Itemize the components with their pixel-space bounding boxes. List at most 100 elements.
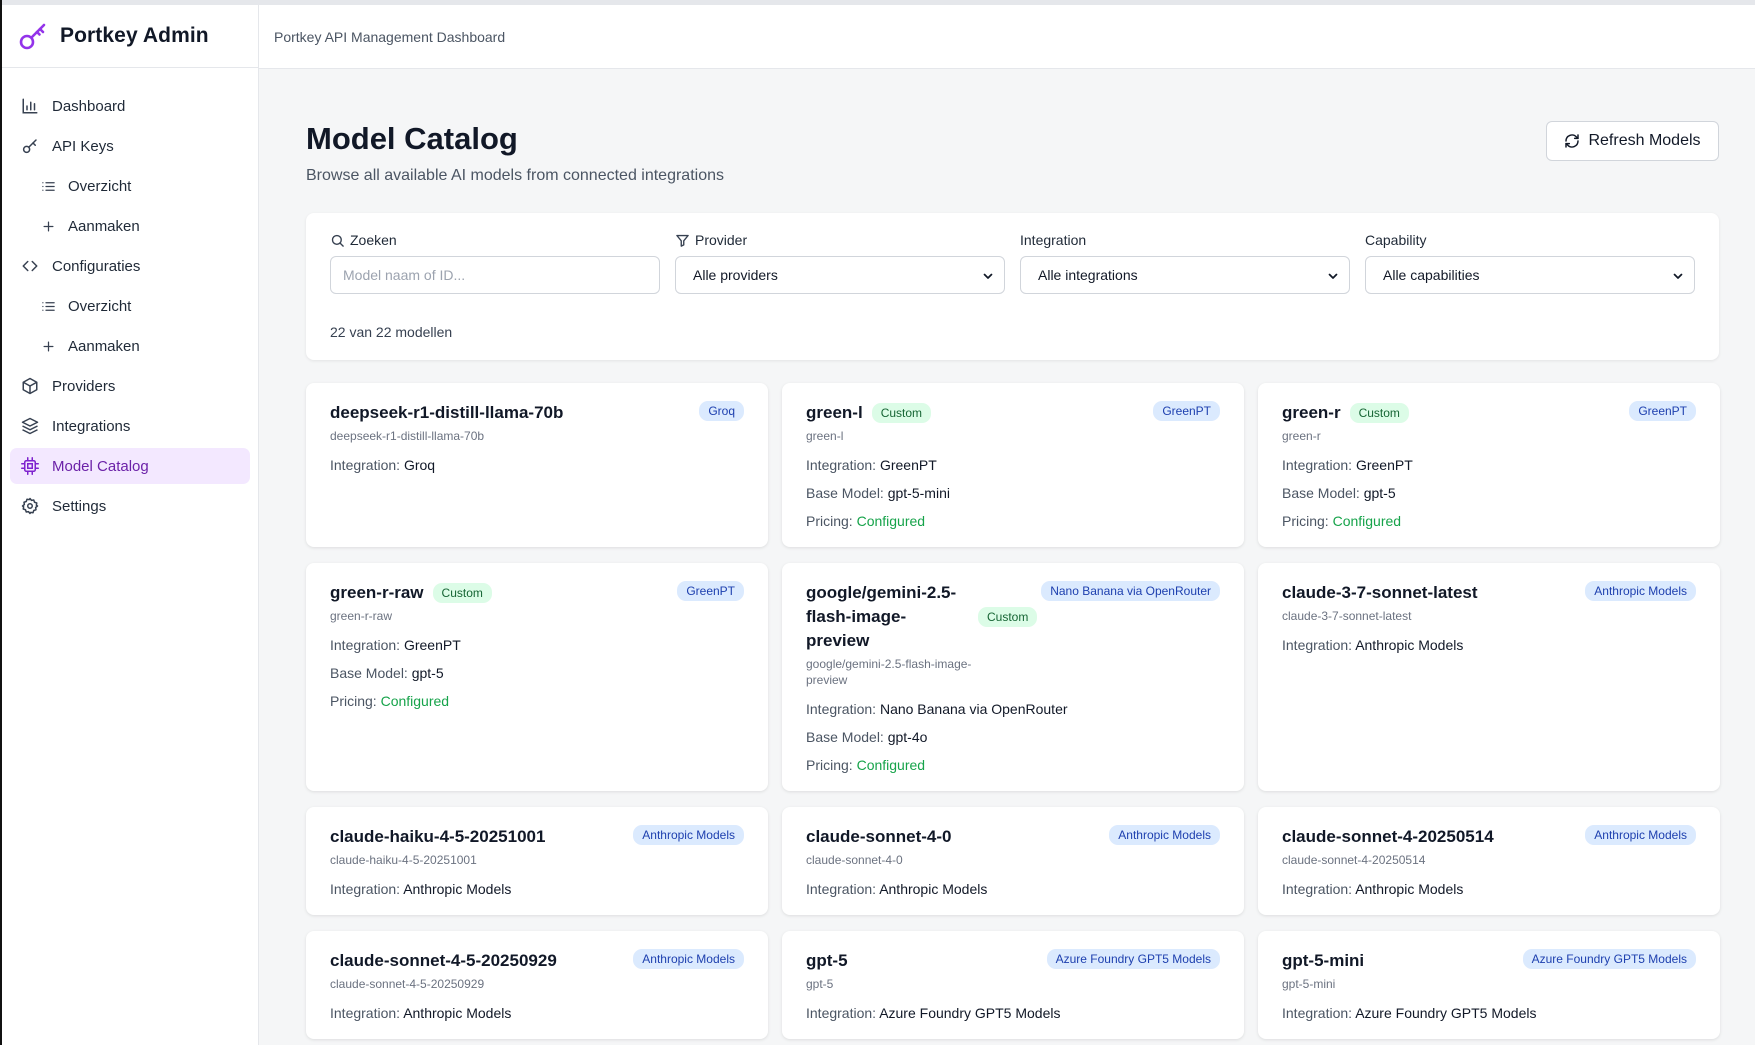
pricing-value: Configured (856, 513, 926, 529)
integration-key: Integration: (806, 457, 877, 473)
model-id: gpt-5 (806, 977, 834, 991)
integration-line: Integration: Anthropic Models (1282, 881, 1463, 897)
integration-value: Anthropic Models (879, 881, 988, 897)
provider-badge: Anthropic Models (1585, 825, 1696, 845)
pricing-line: Pricing: Configured (1282, 513, 1401, 529)
brand[interactable]: Portkey Admin (2, 5, 258, 68)
model-card[interactable]: google/gemini-2.5-flash-image-preview Cus… (782, 563, 1244, 791)
key-logo-icon (19, 23, 46, 50)
sidebar-item-label: Settings (52, 497, 107, 515)
box-icon (20, 376, 40, 396)
integration-key: Integration: (1282, 881, 1353, 897)
model-card[interactable]: claude-sonnet-4-5-20250929 Anthropic Mod… (306, 931, 768, 1039)
integration-value: Azure Foundry GPT5 Models (879, 1005, 1061, 1021)
sidebar-item-label: Configuraties (52, 257, 141, 275)
integration-key: Integration: (330, 881, 401, 897)
sidebar-item-providers[interactable]: Providers (10, 368, 250, 404)
base-model-line: Base Model: gpt-5 (1282, 485, 1396, 501)
model-name: claude-sonnet-4-0 (806, 827, 952, 846)
sidebar-item-configuraties-overzicht[interactable]: Overzicht (10, 288, 250, 324)
model-name: claude-sonnet-4-5-20250929 (330, 951, 557, 970)
sidebar-item-label: Integrations (52, 417, 131, 435)
base-model-value: gpt-5 (1363, 485, 1396, 501)
sidebar-item-settings[interactable]: Settings (10, 488, 250, 524)
provider-badge: Anthropic Models (633, 949, 744, 969)
model-name: claude-haiku-4-5-20251001 (330, 827, 546, 846)
window-edge (0, 0, 2, 1045)
refresh-icon (1565, 134, 1580, 148)
search-input[interactable] (343, 267, 659, 283)
integration-line: Integration: Groq (330, 457, 435, 473)
sidebar: Portkey Admin Dashboard API Keys Overzic… (2, 5, 259, 1045)
integration-value: Anthropic Models (403, 1005, 512, 1021)
model-id: google/gemini-2.5-flash-image-preview (806, 657, 972, 687)
page-description: Browse all available AI models from conn… (306, 167, 724, 184)
integration-line: Integration: Nano Banana via OpenRouter (806, 701, 1068, 717)
base-model-key: Base Model: (330, 665, 408, 681)
model-name: google/gemini-2.5-flash-image-preview (806, 583, 957, 650)
sidebar-item-api-keys-aanmaken[interactable]: Aanmaken (10, 208, 250, 244)
model-card[interactable]: gpt-5 Azure Foundry GPT5 Models gpt-5 In… (782, 931, 1244, 1039)
refresh-models-button[interactable]: Refresh Models (1546, 121, 1719, 161)
sidebar-item-api-keys[interactable]: API Keys (10, 128, 250, 164)
integration-key: Integration: (1282, 457, 1353, 473)
top-border (0, 0, 1755, 5)
capability-label-text: Capability (1365, 232, 1427, 248)
provider-select[interactable]: Alle providers (675, 256, 1005, 294)
integration-select[interactable]: Alle integrations (1020, 256, 1350, 294)
model-id: deepseek-r1-distill-llama-70b (330, 429, 485, 443)
model-card[interactable]: green-r Custom GreenPT green-r Integratio… (1258, 383, 1720, 547)
custom-badge: Custom (871, 403, 932, 423)
sidebar-item-configuraties-aanmaken[interactable]: Aanmaken (10, 328, 250, 364)
model-id: claude-sonnet-4-20250514 (1282, 853, 1426, 867)
model-card[interactable]: green-r-raw Custom GreenPT green-r-raw In… (306, 563, 768, 791)
pricing-key: Pricing: (1282, 513, 1329, 529)
sidebar-item-api-keys-overzicht[interactable]: Overzicht (10, 168, 250, 204)
integration-line: Integration: Anthropic Models (330, 881, 511, 897)
custom-badge: Custom (432, 583, 492, 603)
provider-filter-label: Provider (675, 230, 1005, 250)
model-id: claude-3-7-sonnet-latest (1282, 609, 1412, 623)
integration-key: Integration: (806, 1005, 877, 1021)
model-card[interactable]: green-l Custom GreenPT green-l Integratio… (782, 383, 1244, 547)
model-card[interactable]: claude-sonnet-4-0 Anthropic Models claud… (782, 807, 1244, 915)
model-card[interactable]: deepseek-r1-distill-llama-70b Groq deeps… (306, 383, 768, 547)
model-card[interactable]: claude-haiku-4-5-20251001 Anthropic Mode… (306, 807, 768, 915)
list-icon (40, 298, 56, 314)
model-card[interactable]: gpt-5-mini Azure Foundry GPT5 Models gpt… (1258, 931, 1720, 1039)
top-header: Portkey API Management Dashboard (259, 5, 1755, 69)
provider-badge: Groq (699, 401, 744, 421)
provider-select-value: Alle providers (693, 267, 778, 283)
capability-select[interactable]: Alle capabilities (1365, 256, 1695, 294)
integration-key: Integration: (330, 637, 401, 653)
integration-line: Integration: GreenPT (806, 457, 937, 473)
sidebar-item-configuraties[interactable]: Configuraties (10, 248, 250, 284)
sidebar-item-integrations[interactable]: Integrations (10, 408, 250, 444)
integration-line: Integration: Anthropic Models (1282, 637, 1463, 653)
model-card[interactable]: claude-3-7-sonnet-latest Anthropic Model… (1258, 563, 1720, 791)
model-id: claude-sonnet-4-0 (806, 853, 903, 867)
custom-badge: Custom (978, 607, 1038, 627)
sidebar-item-dashboard[interactable]: Dashboard (10, 88, 250, 124)
integration-label-text: Integration (1020, 232, 1087, 248)
results-count: 22 van 22 modellen (330, 324, 453, 340)
model-id: green-r-raw (330, 609, 393, 623)
integration-value: Anthropic Models (403, 881, 512, 897)
provider-label-text: Provider (695, 232, 748, 248)
layers-icon (20, 416, 40, 436)
header-subtitle: Portkey API Management Dashboard (274, 28, 506, 45)
integration-value: GreenPT (403, 637, 461, 653)
provider-badge: GreenPT (1629, 401, 1696, 421)
model-card[interactable]: claude-sonnet-4-20250514 Anthropic Model… (1258, 807, 1720, 915)
chevron-down-icon (1673, 273, 1683, 279)
pricing-key: Pricing: (806, 513, 853, 529)
integration-value: Nano Banana via OpenRouter (879, 701, 1068, 717)
capability-filter: Capability Alle capabilities (1365, 230, 1695, 294)
sidebar-item-model-catalog[interactable]: Model Catalog (10, 448, 250, 484)
integration-line: Integration: GreenPT (330, 637, 461, 653)
pricing-value: Configured (380, 693, 450, 709)
sidebar-item-label: Aanmaken (68, 337, 140, 355)
capability-filter-label: Capability (1365, 230, 1695, 250)
base-model-line: Base Model: gpt-4o (806, 729, 927, 745)
code-icon (20, 256, 40, 276)
